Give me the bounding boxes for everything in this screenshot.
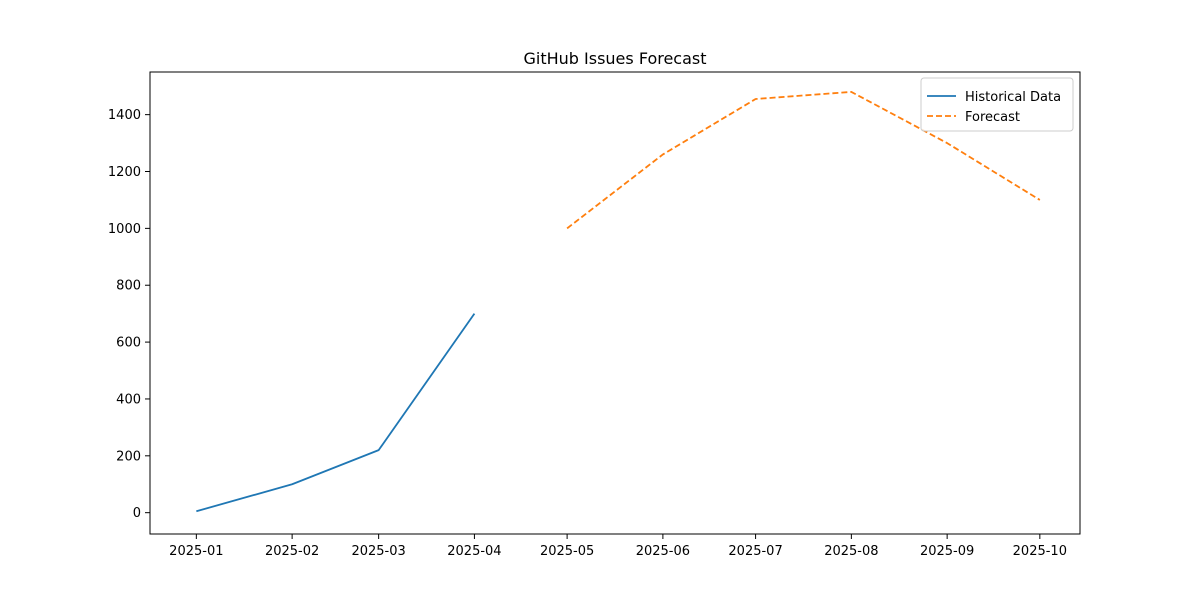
- x-tick-label: 2025-01: [169, 544, 223, 559]
- x-tick-label: 2025-03: [351, 544, 405, 559]
- x-tick-label: 2025-07: [728, 544, 782, 559]
- x-axis-ticks: 2025-01 2025-02 2025-03 2025-04 2025-05 2025-…: [169, 534, 1067, 559]
- plot-lines: [196, 91, 1041, 513]
- y-axis-ticks: 0 200 400 600 800 1000 1200 1400: [108, 108, 150, 521]
- x-tick-label: 2025-10: [1013, 544, 1067, 559]
- y-tick-label: 600: [116, 336, 141, 351]
- x-tick-label: 2025-02: [265, 544, 319, 559]
- y-tick-label: 400: [116, 392, 141, 407]
- legend-label: Forecast: [965, 110, 1020, 125]
- x-tick-label: 2025-06: [636, 544, 690, 559]
- y-tick-label: 1000: [108, 222, 141, 237]
- x-tick-label: 2025-05: [540, 544, 594, 559]
- y-tick-label: 200: [116, 449, 141, 464]
- y-tick-label: 0: [133, 506, 141, 521]
- plot-area-frame: [149, 71, 1081, 535]
- legend-label: Historical Data: [965, 90, 1061, 105]
- x-tick-label: 2025-08: [824, 544, 878, 559]
- series-line-forecast: [566, 91, 1041, 230]
- series-line-historical-data: [196, 313, 476, 513]
- legend: Historical Data Forecast: [920, 77, 1074, 132]
- y-tick-label: 1400: [108, 108, 141, 123]
- y-tick-label: 800: [116, 279, 141, 294]
- y-tick-label: 1200: [108, 165, 141, 180]
- x-tick-label: 2025-09: [920, 544, 974, 559]
- legend-box: [920, 77, 1074, 132]
- chart-title: GitHub Issues Forecast: [523, 49, 706, 68]
- x-tick-label: 2025-04: [447, 544, 501, 559]
